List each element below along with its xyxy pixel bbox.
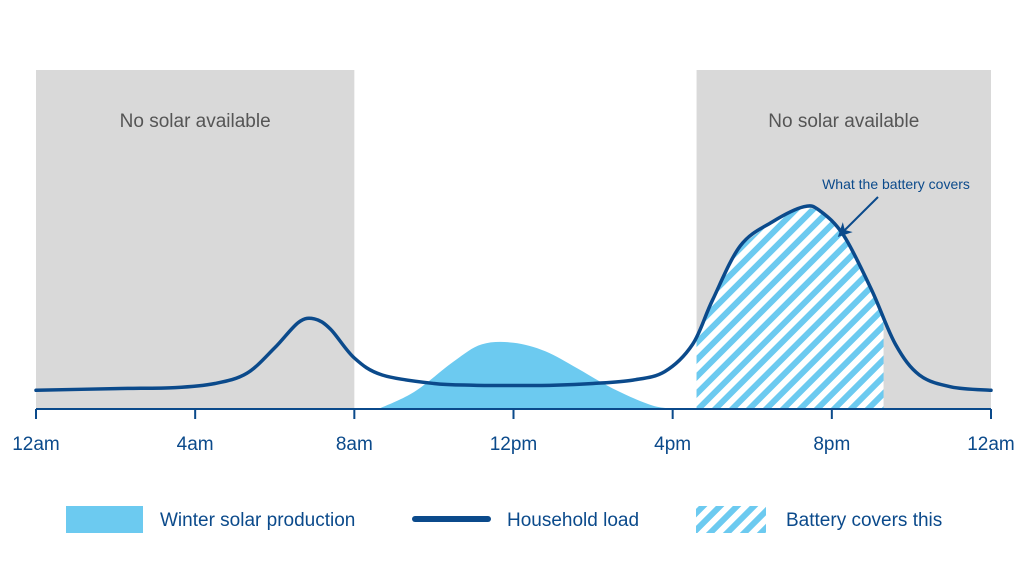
household-load-line [34,204,993,393]
x-axis: 12am 4am 8am 12pm 4pm 8pm 12am [12,408,1015,455]
battery-annotation-label: What the battery covers [822,176,970,192]
x-tick-label-6: 12am [967,434,1015,455]
battery-annotation-arrow [837,196,879,237]
legend: Winter solar production Household load Bat… [66,506,942,533]
battery-hatched-area [696,206,884,409]
legend-swatch-solar [66,506,143,533]
region-label-no-solar-morning: No solar available [120,111,271,132]
legend-swatch-battery [696,506,766,533]
x-tick-label-5: 8pm [813,434,850,455]
x-tick-label-0: 12am [12,434,60,455]
region-no-solar-morning [36,70,355,409]
x-tick-label-3: 12pm [490,434,538,455]
plot-series [34,204,993,409]
x-tick-label-2: 8am [336,434,373,455]
solar-production-area [378,341,681,409]
x-tick-label-1: 4am [177,434,214,455]
legend-label-load: Household load [507,510,639,531]
legend-label-battery: Battery covers this [786,510,942,531]
x-tick-label-4: 4pm [654,434,691,455]
legend-label-solar: Winter solar production [160,510,355,531]
region-label-no-solar-evening: No solar available [768,111,919,132]
annotations: What the battery covers [822,176,970,237]
